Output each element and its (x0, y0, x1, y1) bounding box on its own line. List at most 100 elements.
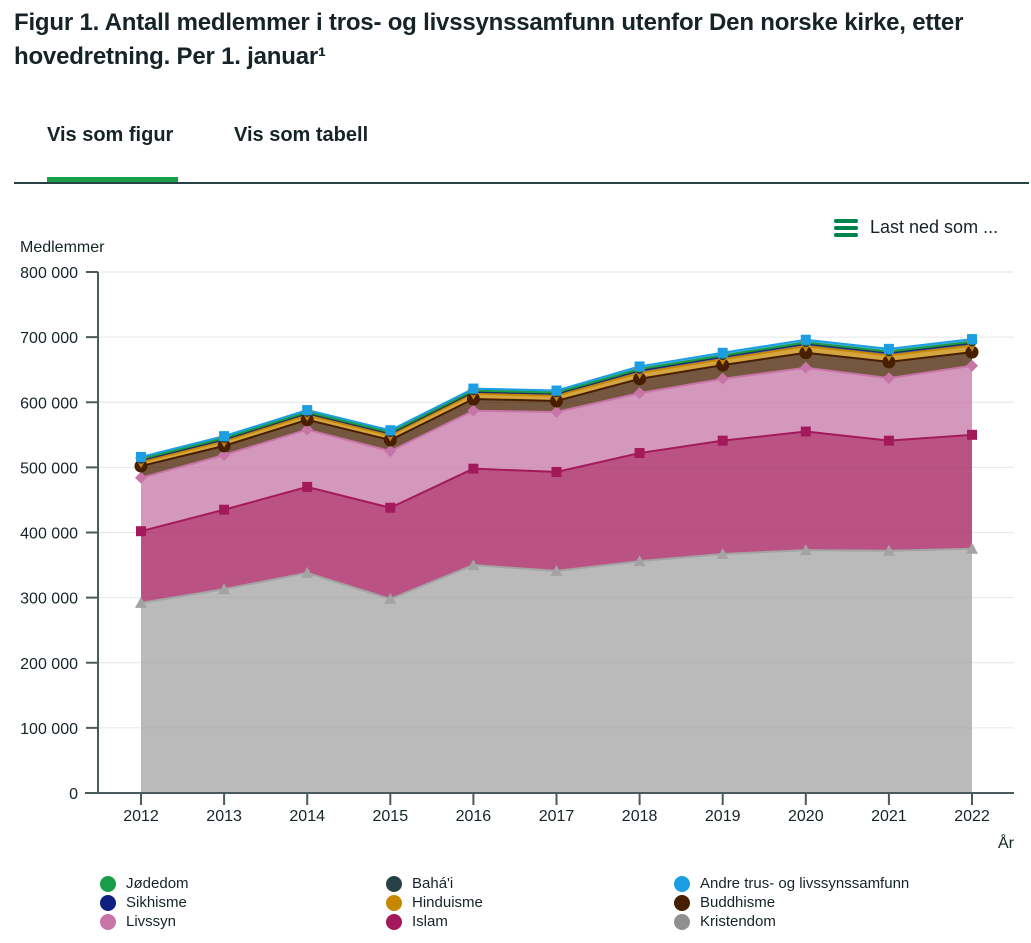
legend-label: Kristendom (700, 913, 776, 930)
marker-livssyn[interactable] (384, 445, 397, 458)
tab-vis-som-figur[interactable]: Vis som figur (47, 124, 174, 146)
legend-swatch-icon (386, 875, 402, 892)
x-tick-label: 2015 (373, 808, 409, 825)
x-tick-label: 2019 (705, 808, 741, 825)
marker-islam[interactable] (883, 435, 894, 446)
marker-livssyn[interactable] (467, 404, 480, 417)
y-tick-label: 500 000 (20, 460, 78, 477)
legend-label: Islam (412, 913, 448, 930)
marker-kristendom[interactable] (218, 583, 231, 595)
marker-islam[interactable] (468, 463, 479, 474)
y-axis-label: Medlemmer (20, 239, 105, 256)
legend-item-islam[interactable]: Islam (386, 912, 448, 931)
marker-islam[interactable] (800, 426, 811, 437)
legend-item-j-dedom[interactable]: Jødedom (100, 874, 189, 893)
legend-item-bah-i[interactable]: Bahá'i (386, 874, 453, 893)
legend-label: Hinduisme (412, 894, 483, 911)
legend-label: Jødedom (126, 875, 189, 892)
marker-kristendom[interactable] (633, 555, 646, 567)
marker-livssyn[interactable] (218, 449, 231, 462)
x-tick-label: 2022 (954, 808, 990, 825)
x-tick-label: 2020 (788, 808, 824, 825)
marker-islam[interactable] (551, 466, 562, 477)
marker-andre-trus-og-livssynssamfunn[interactable] (800, 334, 811, 345)
marker-andre-trus-og-livssynssamfunn[interactable] (468, 383, 479, 394)
tab-vis-som-tabell[interactable]: Vis som tabell (234, 124, 369, 146)
y-tick-label: 800 000 (20, 265, 78, 282)
area-kristendom (141, 548, 972, 793)
marker-andre-trus-og-livssynssamfunn[interactable] (385, 425, 396, 436)
legend-swatch-icon (386, 894, 402, 911)
legend-swatch-icon (674, 875, 690, 892)
marker-kristendom[interactable] (301, 566, 314, 578)
marker-livssyn[interactable] (550, 406, 563, 419)
y-tick-label: 100 000 (20, 721, 78, 738)
download-label: Last ned som ... (870, 217, 999, 237)
x-tick-label: 2012 (123, 808, 159, 825)
legend-item-livssyn[interactable]: Livssyn (100, 912, 176, 931)
x-axis-label: År (998, 833, 1015, 852)
legend-item-sikhisme[interactable]: Sikhisme (100, 893, 187, 912)
legend-swatch-icon (100, 913, 116, 930)
marker-islam[interactable] (634, 448, 645, 459)
download-menu-button[interactable]: Last ned som ... (834, 217, 998, 238)
y-tick-label: 400 000 (20, 526, 78, 543)
marker-andre-trus-og-livssynssamfunn[interactable] (551, 385, 562, 396)
marker-kristendom[interactable] (467, 559, 480, 571)
legend-swatch-icon (386, 913, 402, 930)
x-tick-label: 2016 (456, 808, 492, 825)
view-tabs: Vis som figur Vis som tabell (14, 112, 1029, 184)
marker-buddhisme[interactable] (799, 346, 813, 360)
marker-livssyn[interactable] (301, 423, 314, 436)
x-tick-label: 2018 (622, 808, 658, 825)
marker-andre-trus-og-livssynssamfunn[interactable] (967, 334, 977, 345)
marker-islam[interactable] (302, 481, 313, 492)
legend-item-hinduisme[interactable]: Hinduisme (386, 893, 483, 912)
marker-kristendom[interactable] (135, 596, 147, 608)
y-tick-label: 0 (69, 786, 78, 803)
legend-swatch-icon (674, 913, 690, 930)
legend-item-andre-trus-og-livssynssamfunn[interactable]: Andre trus- og livssynssamfunn (674, 874, 909, 893)
y-tick-label: 300 000 (20, 591, 78, 608)
marker-andre-trus-og-livssynssamfunn[interactable] (302, 405, 313, 416)
marker-kristendom[interactable] (384, 592, 397, 604)
figure-title: Figur 1. Antall medlemmer i tros- og liv… (14, 9, 964, 70)
marker-islam[interactable] (967, 429, 977, 440)
legend-label: Buddhisme (700, 894, 776, 911)
marker-livssyn[interactable] (716, 372, 729, 385)
marker-islam[interactable] (717, 435, 728, 446)
marker-kristendom[interactable] (799, 544, 812, 556)
marker-islam[interactable] (385, 502, 396, 513)
legend-item-buddhisme[interactable]: Buddhisme (674, 893, 775, 912)
marker-andre-trus-og-livssynssamfunn[interactable] (717, 347, 728, 358)
legend-label: Andre trus- og livssynssamfunn (700, 875, 910, 892)
marker-islam[interactable] (219, 504, 230, 515)
y-tick-label: 600 000 (20, 395, 78, 412)
legend-item-kristendom[interactable]: Kristendom (674, 912, 776, 931)
marker-buddhisme[interactable] (965, 345, 979, 359)
marker-livssyn[interactable] (799, 361, 812, 374)
marker-kristendom[interactable] (716, 547, 729, 559)
marker-andre-trus-og-livssynssamfunn[interactable] (136, 451, 146, 462)
legend-label: Livssyn (126, 913, 177, 930)
marker-kristendom[interactable] (966, 542, 978, 554)
marker-andre-trus-og-livssynssamfunn[interactable] (634, 361, 645, 372)
area-livssyn (141, 365, 972, 532)
series-markers (134, 334, 979, 608)
y-tick-label: 700 000 (20, 330, 78, 347)
marker-andre-trus-og-livssynssamfunn[interactable] (219, 431, 230, 442)
marker-livssyn[interactable] (633, 387, 646, 400)
legend-label: Bahá'i (412, 875, 454, 892)
marker-kristendom[interactable] (550, 564, 563, 576)
marker-livssyn[interactable] (882, 372, 895, 385)
legend-label: Sikhisme (126, 894, 187, 911)
marker-islam[interactable] (136, 526, 146, 537)
active-tab-indicator (47, 177, 178, 182)
area-islam (141, 431, 972, 603)
marker-buddhisme[interactable] (882, 355, 896, 369)
marker-kristendom[interactable] (882, 544, 895, 556)
marker-andre-trus-og-livssynssamfunn[interactable] (883, 343, 894, 354)
legend-swatch-icon (100, 875, 116, 892)
marker-livssyn[interactable] (135, 471, 147, 484)
marker-livssyn[interactable] (966, 359, 978, 372)
